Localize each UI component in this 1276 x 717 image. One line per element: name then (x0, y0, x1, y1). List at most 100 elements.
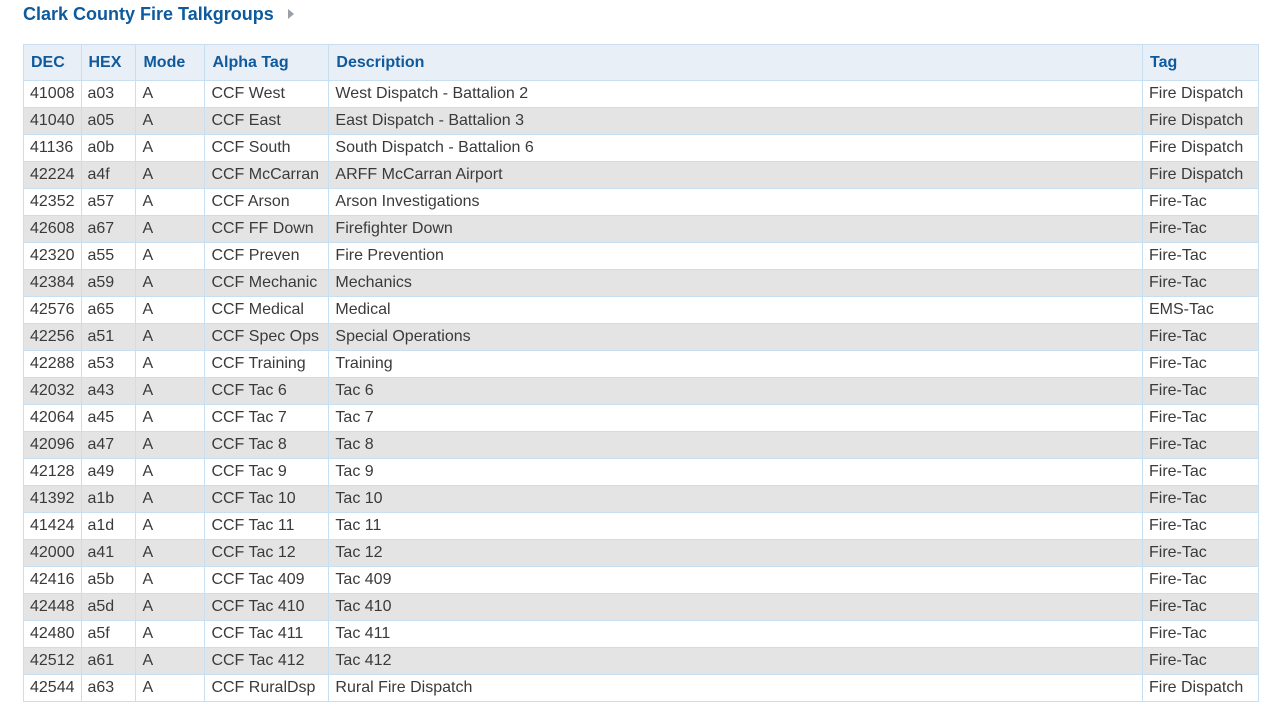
mode-cell: A (135, 566, 206, 594)
dec-cell: 42000 (23, 539, 82, 567)
description-cell: West Dispatch - Battalion 2 (328, 80, 1143, 108)
dec-cell: 42480 (23, 620, 82, 648)
description-cell: Tac 11 (328, 512, 1143, 540)
triangle-right-icon[interactable] (287, 9, 294, 19)
tag-cell: Fire Dispatch (1141, 80, 1260, 108)
table-row: 41008 a03 A CCF West West Dispatch - Battali… (23, 80, 1260, 108)
alpha-tag-cell: CCF Tac 412 (204, 647, 330, 675)
description-cell: Tac 10 (328, 485, 1143, 513)
description-cell: Special Operations (328, 323, 1143, 351)
hex-cell: a49 (80, 458, 137, 486)
tag-cell: Fire-Tac (1141, 215, 1260, 243)
column-header-alpha-tag: Alpha Tag (204, 44, 330, 81)
alpha-tag-cell: CCF RuralDsp (204, 674, 330, 702)
description-cell: Fire Prevention (328, 242, 1143, 270)
section-heading-row: Clark County Fire Talkgroups (23, 3, 294, 25)
mode-cell: A (135, 242, 206, 270)
dec-cell: 41008 (23, 80, 82, 108)
table-row: 41040 a05 A CCF East East Dispatch - Battali… (23, 107, 1260, 135)
talkgroups-table: DEC HEX Mode Alpha Tag Description Tag 4… (23, 44, 1260, 702)
alpha-tag-cell: CCF Spec Ops (204, 323, 330, 351)
table-row: 42128 a49 A CCF Tac 9 Tac 9 Fire-Tac (23, 458, 1260, 486)
column-header-description: Description (328, 44, 1143, 81)
hex-cell: a05 (80, 107, 137, 135)
dec-cell: 42416 (23, 566, 82, 594)
table-row: 42608 a67 A CCF FF Down Firefighter Down Fire… (23, 215, 1260, 243)
hex-cell: a0b (80, 134, 137, 162)
hex-cell: a51 (80, 323, 137, 351)
hex-cell: a43 (80, 377, 137, 405)
hex-cell: a55 (80, 242, 137, 270)
hex-cell: a5f (80, 620, 137, 648)
mode-cell: A (135, 188, 206, 216)
mode-cell: A (135, 620, 206, 648)
tag-cell: Fire-Tac (1141, 269, 1260, 297)
mode-cell: A (135, 80, 206, 108)
alpha-tag-cell: CCF Preven (204, 242, 330, 270)
alpha-tag-cell: CCF Tac 8 (204, 431, 330, 459)
mode-cell: A (135, 161, 206, 189)
tag-cell: Fire-Tac (1141, 566, 1260, 594)
mode-cell: A (135, 215, 206, 243)
tag-cell: Fire Dispatch (1141, 161, 1260, 189)
hex-cell: a67 (80, 215, 137, 243)
tag-cell: Fire Dispatch (1141, 107, 1260, 135)
dec-cell: 41424 (23, 512, 82, 540)
table-header-row: DEC HEX Mode Alpha Tag Description Tag (23, 44, 1260, 81)
dec-cell: 42544 (23, 674, 82, 702)
mode-cell: A (135, 431, 206, 459)
tag-cell: Fire Dispatch (1141, 134, 1260, 162)
hex-cell: a5b (80, 566, 137, 594)
description-cell: Firefighter Down (328, 215, 1143, 243)
table-row: 42384 a59 A CCF Mechanic Mechanics Fire-Tac (23, 269, 1260, 297)
alpha-tag-cell: CCF Tac 411 (204, 620, 330, 648)
table-row: 42032 a43 A CCF Tac 6 Tac 6 Fire-Tac (23, 377, 1260, 405)
dec-cell: 41392 (23, 485, 82, 513)
tag-cell: Fire-Tac (1141, 539, 1260, 567)
table-row: 41392 a1b A CCF Tac 10 Tac 10 Fire-Tac (23, 485, 1260, 513)
tag-cell: Fire-Tac (1141, 512, 1260, 540)
alpha-tag-cell: CCF FF Down (204, 215, 330, 243)
table-row: 41424 a1d A CCF Tac 11 Tac 11 Fire-Tac (23, 512, 1260, 540)
table-row: 41136 a0b A CCF South South Dispatch - Batta… (23, 134, 1260, 162)
table-body: 41008 a03 A CCF West West Dispatch - Battali… (23, 80, 1260, 702)
tag-cell: Fire-Tac (1141, 242, 1260, 270)
description-cell: Medical (328, 296, 1143, 324)
dec-cell: 42256 (23, 323, 82, 351)
hex-cell: a57 (80, 188, 137, 216)
mode-cell: A (135, 674, 206, 702)
alpha-tag-cell: CCF Tac 12 (204, 539, 330, 567)
tag-cell: Fire-Tac (1141, 620, 1260, 648)
hex-cell: a41 (80, 539, 137, 567)
alpha-tag-cell: CCF Tac 409 (204, 566, 330, 594)
alpha-tag-cell: CCF East (204, 107, 330, 135)
tag-cell: Fire Dispatch (1141, 674, 1260, 702)
dec-cell: 42352 (23, 188, 82, 216)
hex-cell: a47 (80, 431, 137, 459)
description-cell: ARFF McCarran Airport (328, 161, 1143, 189)
description-cell: Tac 412 (328, 647, 1143, 675)
alpha-tag-cell: CCF Tac 10 (204, 485, 330, 513)
table-row: 42256 a51 A CCF Spec Ops Special Operations F… (23, 323, 1260, 351)
dec-cell: 42320 (23, 242, 82, 270)
mode-cell: A (135, 296, 206, 324)
hex-cell: a5d (80, 593, 137, 621)
table-row: 42512 a61 A CCF Tac 412 Tac 412 Fire-Tac (23, 647, 1260, 675)
column-header-dec: DEC (23, 44, 82, 81)
section-title[interactable]: Clark County Fire Talkgroups (23, 3, 274, 24)
description-cell: Tac 409 (328, 566, 1143, 594)
hex-cell: a1b (80, 485, 137, 513)
table-row: 42352 a57 A CCF Arson Arson Investigations Fi… (23, 188, 1260, 216)
dec-cell: 42448 (23, 593, 82, 621)
dec-cell: 42608 (23, 215, 82, 243)
column-header-tag: Tag (1141, 44, 1260, 81)
table-row: 42448 a5d A CCF Tac 410 Tac 410 Fire-Tac (23, 593, 1260, 621)
mode-cell: A (135, 539, 206, 567)
dec-cell: 42288 (23, 350, 82, 378)
tag-cell: EMS-Tac (1141, 296, 1260, 324)
hex-cell: a59 (80, 269, 137, 297)
table-row: 42544 a63 A CCF RuralDsp Rural Fire Dispatch… (23, 674, 1260, 702)
alpha-tag-cell: CCF Training (204, 350, 330, 378)
alpha-tag-cell: CCF Arson (204, 188, 330, 216)
mode-cell: A (135, 134, 206, 162)
